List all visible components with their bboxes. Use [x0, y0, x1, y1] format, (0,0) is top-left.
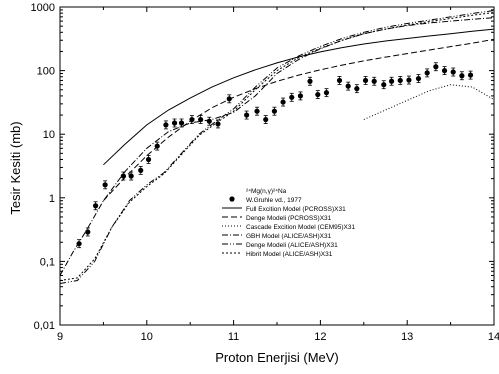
- data-point: [406, 77, 412, 83]
- data-point: [178, 120, 185, 126]
- data-point: [171, 120, 178, 126]
- data-point: [289, 94, 295, 100]
- legend-entry-label: W.Gruhle vd., 1977: [246, 197, 302, 204]
- legend-entry-label: Cascade Excition Model (CEM95)X31: [246, 224, 355, 231]
- series-line-3: [363, 84, 494, 120]
- y-tick-label: 100: [37, 66, 55, 78]
- data-point: [128, 173, 134, 179]
- legend-marker: [229, 196, 235, 202]
- series-line-1: [103, 28, 494, 166]
- series-line-5: [60, 10, 494, 284]
- data-point: [424, 70, 430, 76]
- series-line-6: [60, 12, 494, 281]
- data-point: [92, 203, 99, 209]
- data-point: [271, 108, 277, 114]
- data-point: [433, 64, 439, 70]
- data-point: [336, 77, 343, 84]
- legend-entry-label: Hibrit Model (ALICE/ASH)X31: [246, 251, 333, 258]
- series-line-2: [103, 38, 494, 202]
- x-tick-label: 11: [228, 331, 239, 343]
- x-tick-label: 13: [401, 331, 413, 343]
- legend-entry-label: GBH Model (ALICE/ASH)X31: [246, 233, 332, 240]
- data-point: [450, 69, 456, 75]
- data-point: [315, 91, 321, 98]
- x-tick-label: 9: [57, 331, 63, 343]
- data-point: [371, 78, 377, 84]
- plot-area: 9 10 11 12 13 14 0,01 0,1 1 10 100 1000: [31, 2, 499, 343]
- data-point: [163, 122, 169, 128]
- data-point: [145, 156, 152, 163]
- y-tick-label: 0,01: [34, 320, 55, 332]
- y-axis-title-group: Tesir Kesiti (mb): [8, 121, 23, 214]
- y-tick-label: 1000: [31, 2, 55, 14]
- series-markers-gruhle: [76, 62, 474, 249]
- data-point: [381, 82, 387, 88]
- legend-reaction-label: ²⁴Mg(n,γ)²⁴Na: [246, 188, 287, 195]
- y-axis-title: Tesir Kesiti (mb): [8, 121, 23, 214]
- data-point: [345, 83, 351, 89]
- x-tick-label: 10: [141, 331, 153, 343]
- data-point: [254, 108, 260, 114]
- data-point: [206, 118, 212, 124]
- data-point: [388, 78, 395, 84]
- data-point: [467, 72, 474, 78]
- y-tick-label: 0,1: [40, 256, 55, 268]
- data-point: [362, 77, 369, 84]
- x-tick-label: 14: [488, 331, 499, 343]
- data-point: [244, 112, 250, 118]
- data-point: [354, 86, 360, 92]
- series-line-4: [60, 17, 494, 276]
- data-point: [307, 78, 313, 84]
- data-point: [280, 99, 286, 105]
- data-point: [323, 90, 330, 96]
- plot-frame: [59, 6, 495, 326]
- x-tick-label: 12: [314, 331, 326, 343]
- y-tick-label: 10: [43, 129, 55, 141]
- data-point: [459, 73, 465, 79]
- data-point: [138, 167, 144, 173]
- data-point: [441, 68, 448, 74]
- data-point: [415, 75, 422, 82]
- data-point: [297, 93, 304, 99]
- data-point: [226, 96, 232, 102]
- legend-entry-label: Denge Modeli (PCROSS)X31: [246, 215, 332, 222]
- data-point: [263, 116, 269, 123]
- y-tick-label: 1: [49, 193, 55, 205]
- legend-entry-label: Denge Modeli (ALICE/ASH)X31: [246, 242, 338, 249]
- data-point: [397, 77, 403, 84]
- x-axis-title: Proton Enerjisi (MeV): [215, 350, 339, 365]
- legend-entry-label: Full Excition Model (PCROSS)X31: [246, 206, 346, 213]
- data-point: [102, 182, 108, 188]
- legend: ²⁴Mg(n,γ)²⁴Na W.Gruhle vd., 1977 Full Exci…: [222, 188, 355, 258]
